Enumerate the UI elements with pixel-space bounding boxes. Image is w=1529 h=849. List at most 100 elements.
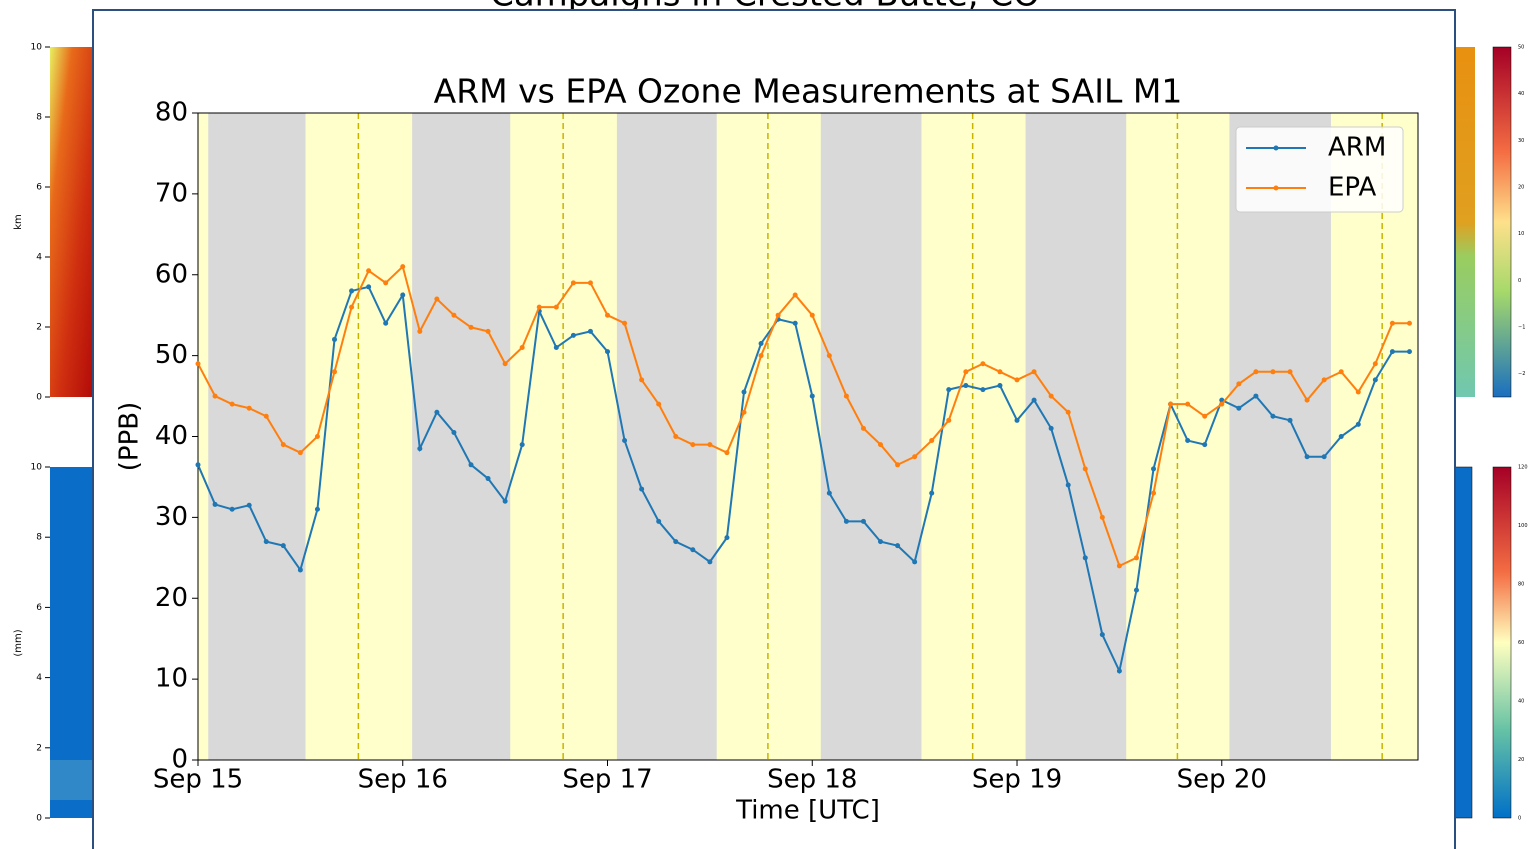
- data-point: [434, 296, 440, 302]
- data-point: [605, 312, 611, 318]
- data-point: [963, 383, 969, 389]
- y-tick-label: 80: [155, 98, 188, 128]
- data-point: [1151, 466, 1157, 472]
- data-point: [570, 332, 576, 338]
- data-point: [212, 501, 218, 507]
- data-point: [1372, 361, 1378, 367]
- data-point: [912, 559, 918, 565]
- bg-y-tick-label: 0: [36, 814, 42, 824]
- colorbar-tick-label: 10: [1518, 231, 1524, 237]
- data-point: [332, 336, 338, 342]
- data-point: [263, 539, 269, 545]
- data-point: [1099, 514, 1105, 520]
- night-span: [412, 113, 511, 760]
- data-point: [622, 320, 628, 326]
- colorbar-tick-label: 0: [1518, 816, 1521, 822]
- data-point: [1287, 417, 1293, 423]
- bottom-ylabel: (mm): [13, 629, 24, 656]
- data-point: [1338, 369, 1344, 375]
- data-point: [1270, 369, 1276, 375]
- data-point: [1338, 434, 1344, 439]
- heatmap-bottom-patch: [50, 760, 95, 800]
- y-tick-label: 50: [155, 340, 188, 370]
- data-point: [878, 442, 884, 448]
- colorbar-tick-label: 100: [1518, 523, 1528, 529]
- data-point: [690, 442, 696, 448]
- bg-y-tick-label: 4: [36, 253, 42, 263]
- data-point: [553, 345, 559, 351]
- data-point: [502, 361, 508, 367]
- data-point: [314, 434, 320, 439]
- data-point: [929, 438, 935, 444]
- data-point: [1133, 555, 1139, 561]
- data-point: [366, 268, 372, 274]
- data-point: [417, 446, 423, 452]
- data-point: [1355, 389, 1361, 395]
- y-tick-label: 70: [155, 178, 188, 208]
- data-point: [1355, 421, 1361, 427]
- data-point: [1031, 397, 1037, 403]
- data-point: [349, 304, 355, 310]
- data-point: [1014, 377, 1020, 383]
- data-point: [878, 539, 884, 545]
- colorbar-tick-label: 0: [1518, 278, 1521, 284]
- bg-y-tick-label: 6: [36, 183, 42, 193]
- data-point: [1406, 349, 1412, 355]
- data-point: [1031, 369, 1037, 375]
- data-point: [1304, 454, 1310, 460]
- data-point: [724, 450, 730, 456]
- data-point: [400, 292, 406, 298]
- heatmap-bottom: [50, 467, 95, 818]
- bg-y-tick-label: 0: [36, 393, 42, 403]
- data-point: [280, 543, 286, 549]
- data-point: [1048, 425, 1054, 431]
- data-point: [622, 438, 628, 444]
- colorbar-tick-label: −2: [1518, 371, 1525, 377]
- data-point: [980, 361, 986, 367]
- bg-y-tick-label: 2: [36, 323, 42, 333]
- data-point: [809, 393, 815, 399]
- data-point: [1321, 454, 1327, 460]
- chart-title: ARM vs EPA Ozone Measurements at SAIL M1: [434, 72, 1183, 111]
- data-point: [195, 361, 201, 367]
- data-point: [314, 506, 320, 512]
- data-point: [1270, 413, 1276, 419]
- data-point: [1389, 349, 1395, 355]
- data-point: [707, 442, 713, 448]
- colorbar-tick-label: 80: [1518, 582, 1524, 588]
- data-point: [1219, 401, 1225, 407]
- data-point: [1065, 482, 1071, 488]
- data-point: [1321, 377, 1327, 383]
- data-point: [1099, 632, 1105, 638]
- x-axis-label: Time [UTC]: [735, 796, 880, 826]
- colorbar-tick-label: 30: [1518, 138, 1524, 144]
- x-tick-label: Sep 17: [562, 765, 652, 795]
- data-point: [656, 518, 662, 524]
- data-point: [1116, 563, 1122, 569]
- data-point: [758, 340, 764, 346]
- data-point: [468, 324, 474, 330]
- data-point: [707, 559, 713, 565]
- data-point: [349, 288, 355, 294]
- colorbar-bottom: [1492, 466, 1512, 819]
- data-point: [639, 377, 645, 383]
- data-point: [229, 401, 235, 407]
- data-point: [502, 498, 508, 504]
- y-tick-label: 10: [155, 664, 188, 694]
- modal: ARM vs EPA Ozone Measurements at SAIL M1…: [92, 9, 1456, 849]
- bg-y-tick-label: 10: [31, 463, 43, 473]
- data-point: [1253, 393, 1259, 399]
- data-point: [1236, 405, 1242, 411]
- data-point: [809, 312, 815, 318]
- data-point: [792, 320, 798, 326]
- data-point: [843, 518, 849, 524]
- data-point: [553, 304, 559, 310]
- data-point: [673, 539, 679, 545]
- data-point: [1185, 438, 1191, 444]
- y-tick-label: 40: [155, 421, 188, 451]
- data-point: [366, 284, 372, 290]
- x-tick-label: Sep 15: [153, 765, 243, 795]
- y-tick-label: 20: [155, 583, 188, 613]
- bg-y-tick-label: 2: [36, 743, 42, 753]
